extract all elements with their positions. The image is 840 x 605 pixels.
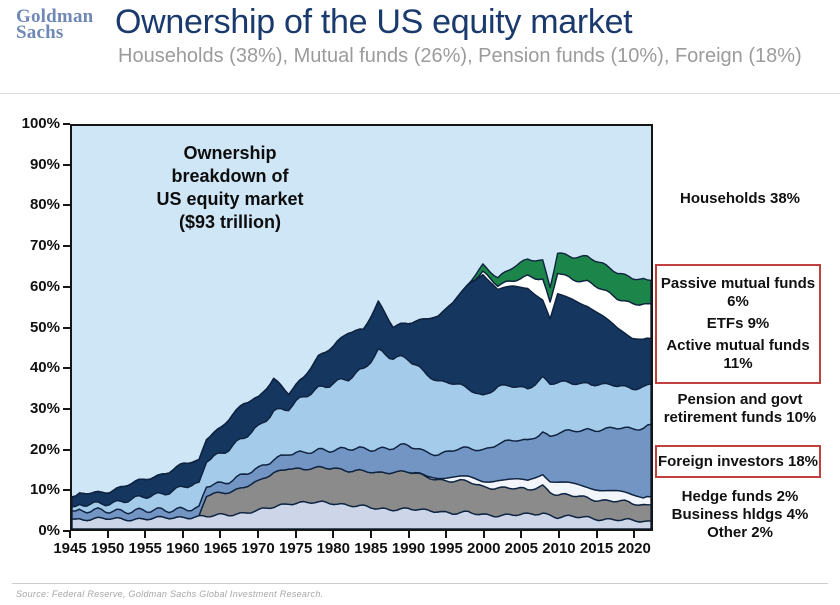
x-axis-tick <box>294 531 297 538</box>
x-axis-label-1980: 1980 <box>316 540 350 557</box>
chart-annotation: Ownership breakdown of US equity market … <box>120 142 340 234</box>
y-axis-label-20: 20% <box>29 440 60 458</box>
logo-line-2: Sachs <box>16 22 64 43</box>
label-business-holdings: Business hldgs 4% <box>671 506 809 523</box>
y-axis-tick <box>63 245 70 248</box>
label-passive-mutual-funds: Passive mutual funds 6% <box>660 275 816 310</box>
y-axis-label-100: 100% <box>21 115 60 132</box>
x-axis-label-2000: 2000 <box>467 540 501 557</box>
label-foreign-investors: Foreign investors 18% <box>657 452 819 470</box>
y-axis-label-50: 50% <box>29 318 60 336</box>
y-axis-label-0: 0% <box>38 522 60 539</box>
x-axis-tick <box>181 531 184 538</box>
label-hedge-funds: Hedge funds 2% <box>681 488 799 505</box>
x-axis-tick <box>595 531 598 538</box>
callout-mutual-funds: Passive mutual funds 6% ETFs 9% Active m… <box>655 264 821 384</box>
y-axis-tick <box>63 367 70 370</box>
x-axis-tick <box>407 531 410 538</box>
y-axis-tick <box>63 448 70 451</box>
y-axis-tick <box>63 530 70 532</box>
y-axis-tick <box>63 123 70 125</box>
x-axis-label-2020: 2020 <box>617 540 651 557</box>
y-axis-label-10: 10% <box>29 481 60 499</box>
x-axis-tick <box>219 531 222 538</box>
x-axis-tick <box>332 531 335 538</box>
x-axis-label-1955: 1955 <box>128 540 162 557</box>
stacked-area-chart <box>70 124 653 531</box>
y-axis-tick <box>63 163 70 166</box>
x-axis-label-1970: 1970 <box>241 540 275 557</box>
callout-foreign-investors: Foreign investors 18% <box>655 445 821 478</box>
annotation-line: US equity market <box>156 189 304 209</box>
x-axis-label-1960: 1960 <box>166 540 200 557</box>
footer-divider <box>12 583 828 584</box>
y-axis-label-60: 60% <box>29 277 60 295</box>
label-bottom-group: Hedge funds 2% Business hldgs 4% Other 2… <box>656 488 824 542</box>
x-axis-label-1990: 1990 <box>391 540 426 557</box>
source-note: Source: Federal Reserve, Goldman Sachs G… <box>16 589 324 599</box>
area-band-passive <box>72 252 651 498</box>
y-axis-tick <box>63 407 70 410</box>
x-axis-tick <box>257 531 260 538</box>
x-axis-label-2010: 2010 <box>542 540 576 557</box>
y-axis-tick <box>63 204 70 207</box>
y-axis-label-90: 90% <box>29 155 60 173</box>
label-households: Households 38% <box>679 190 801 207</box>
logo-line-1: Goldman <box>16 6 94 27</box>
goldman-sachs-logo: Goldman Sachs <box>16 6 116 43</box>
label-etfs: ETFs 9% <box>706 315 770 332</box>
x-axis-tick <box>633 531 636 538</box>
header-divider <box>0 93 840 94</box>
x-axis-label-1995: 1995 <box>429 540 463 557</box>
y-axis-label-40: 40% <box>29 359 60 377</box>
x-axis-tick <box>69 531 71 538</box>
x-axis-tick <box>482 531 485 538</box>
x-axis-label-2015: 2015 <box>579 540 614 557</box>
y-axis-label-80: 80% <box>29 196 60 214</box>
y-axis-label-70: 70% <box>29 237 60 255</box>
y-axis-tick <box>63 285 70 288</box>
x-axis-tick <box>445 531 448 538</box>
x-axis-tick <box>369 531 372 538</box>
page-subtitle: Households (38%), Mutual funds (26%), Pe… <box>118 45 802 67</box>
x-axis-label-2005: 2005 <box>504 540 539 557</box>
page-title: Ownership of the US equity market <box>115 3 633 41</box>
annotation-line: breakdown of <box>171 166 289 186</box>
x-axis-label-1975: 1975 <box>278 540 313 557</box>
x-axis-tick <box>106 531 109 538</box>
annotation-line: Ownership <box>183 143 277 163</box>
x-axis-tick <box>557 531 560 538</box>
label-pension-funds: Pension and govt retirement funds 10% <box>663 391 817 426</box>
label-other: Other 2% <box>707 524 773 541</box>
y-axis-tick <box>63 489 70 492</box>
label-active-mutual-funds: Active mutual funds 11% <box>666 337 810 372</box>
x-axis-label-1950: 1950 <box>90 540 125 557</box>
chart-canvas <box>72 252 651 529</box>
y-axis-tick <box>63 326 70 329</box>
x-axis-label-1945: 1945 <box>53 540 87 557</box>
x-axis-tick <box>520 531 523 538</box>
x-axis-tick <box>144 531 147 538</box>
x-axis-label-1985: 1985 <box>354 540 388 557</box>
x-axis-label-1965: 1965 <box>203 540 238 557</box>
y-axis-label-30: 30% <box>29 399 60 417</box>
annotation-line: ($93 trillion) <box>178 212 281 232</box>
